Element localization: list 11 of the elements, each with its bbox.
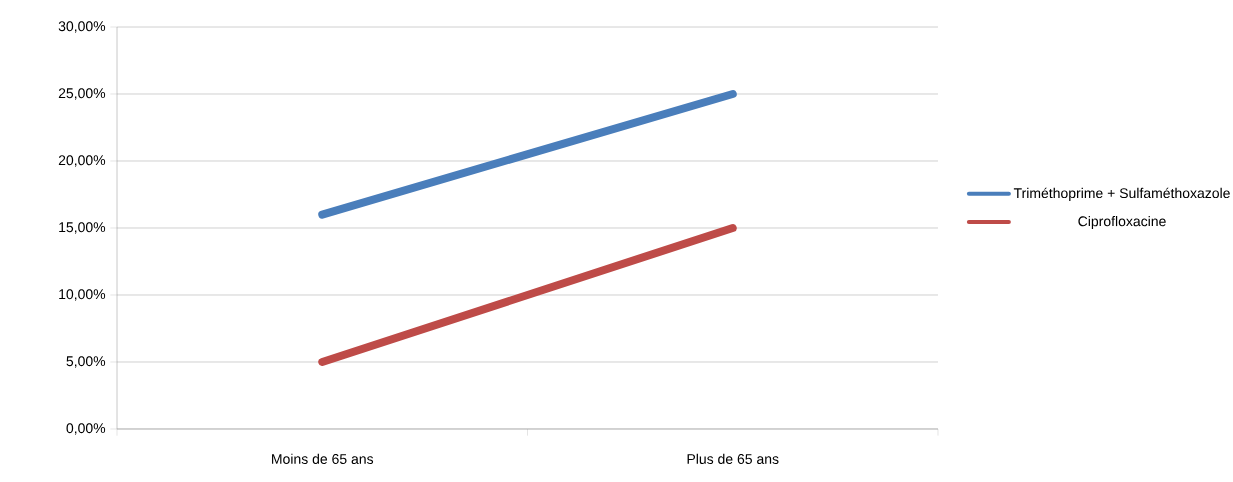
x-tick-label: Moins de 65 ans bbox=[272, 453, 374, 464]
y-tick-label: 15,00% bbox=[59, 222, 106, 234]
legend-label: Triméthoprime + Sulfaméthoxazole bbox=[1013, 187, 1230, 201]
y-tick-label: 20,00% bbox=[58, 155, 106, 167]
y-tick-label: 30,00% bbox=[58, 21, 106, 33]
y-tick-label: 0,00% bbox=[66, 423, 106, 435]
text: Ciprofloxacine bbox=[1078, 215, 1166, 230]
y-tick-label: 10,00% bbox=[59, 289, 106, 301]
y-tick-label: 25,00% bbox=[58, 88, 106, 100]
x-tick-label: Plus de 65 ans bbox=[687, 453, 779, 464]
y-tick-label: 5,00% bbox=[66, 356, 106, 368]
